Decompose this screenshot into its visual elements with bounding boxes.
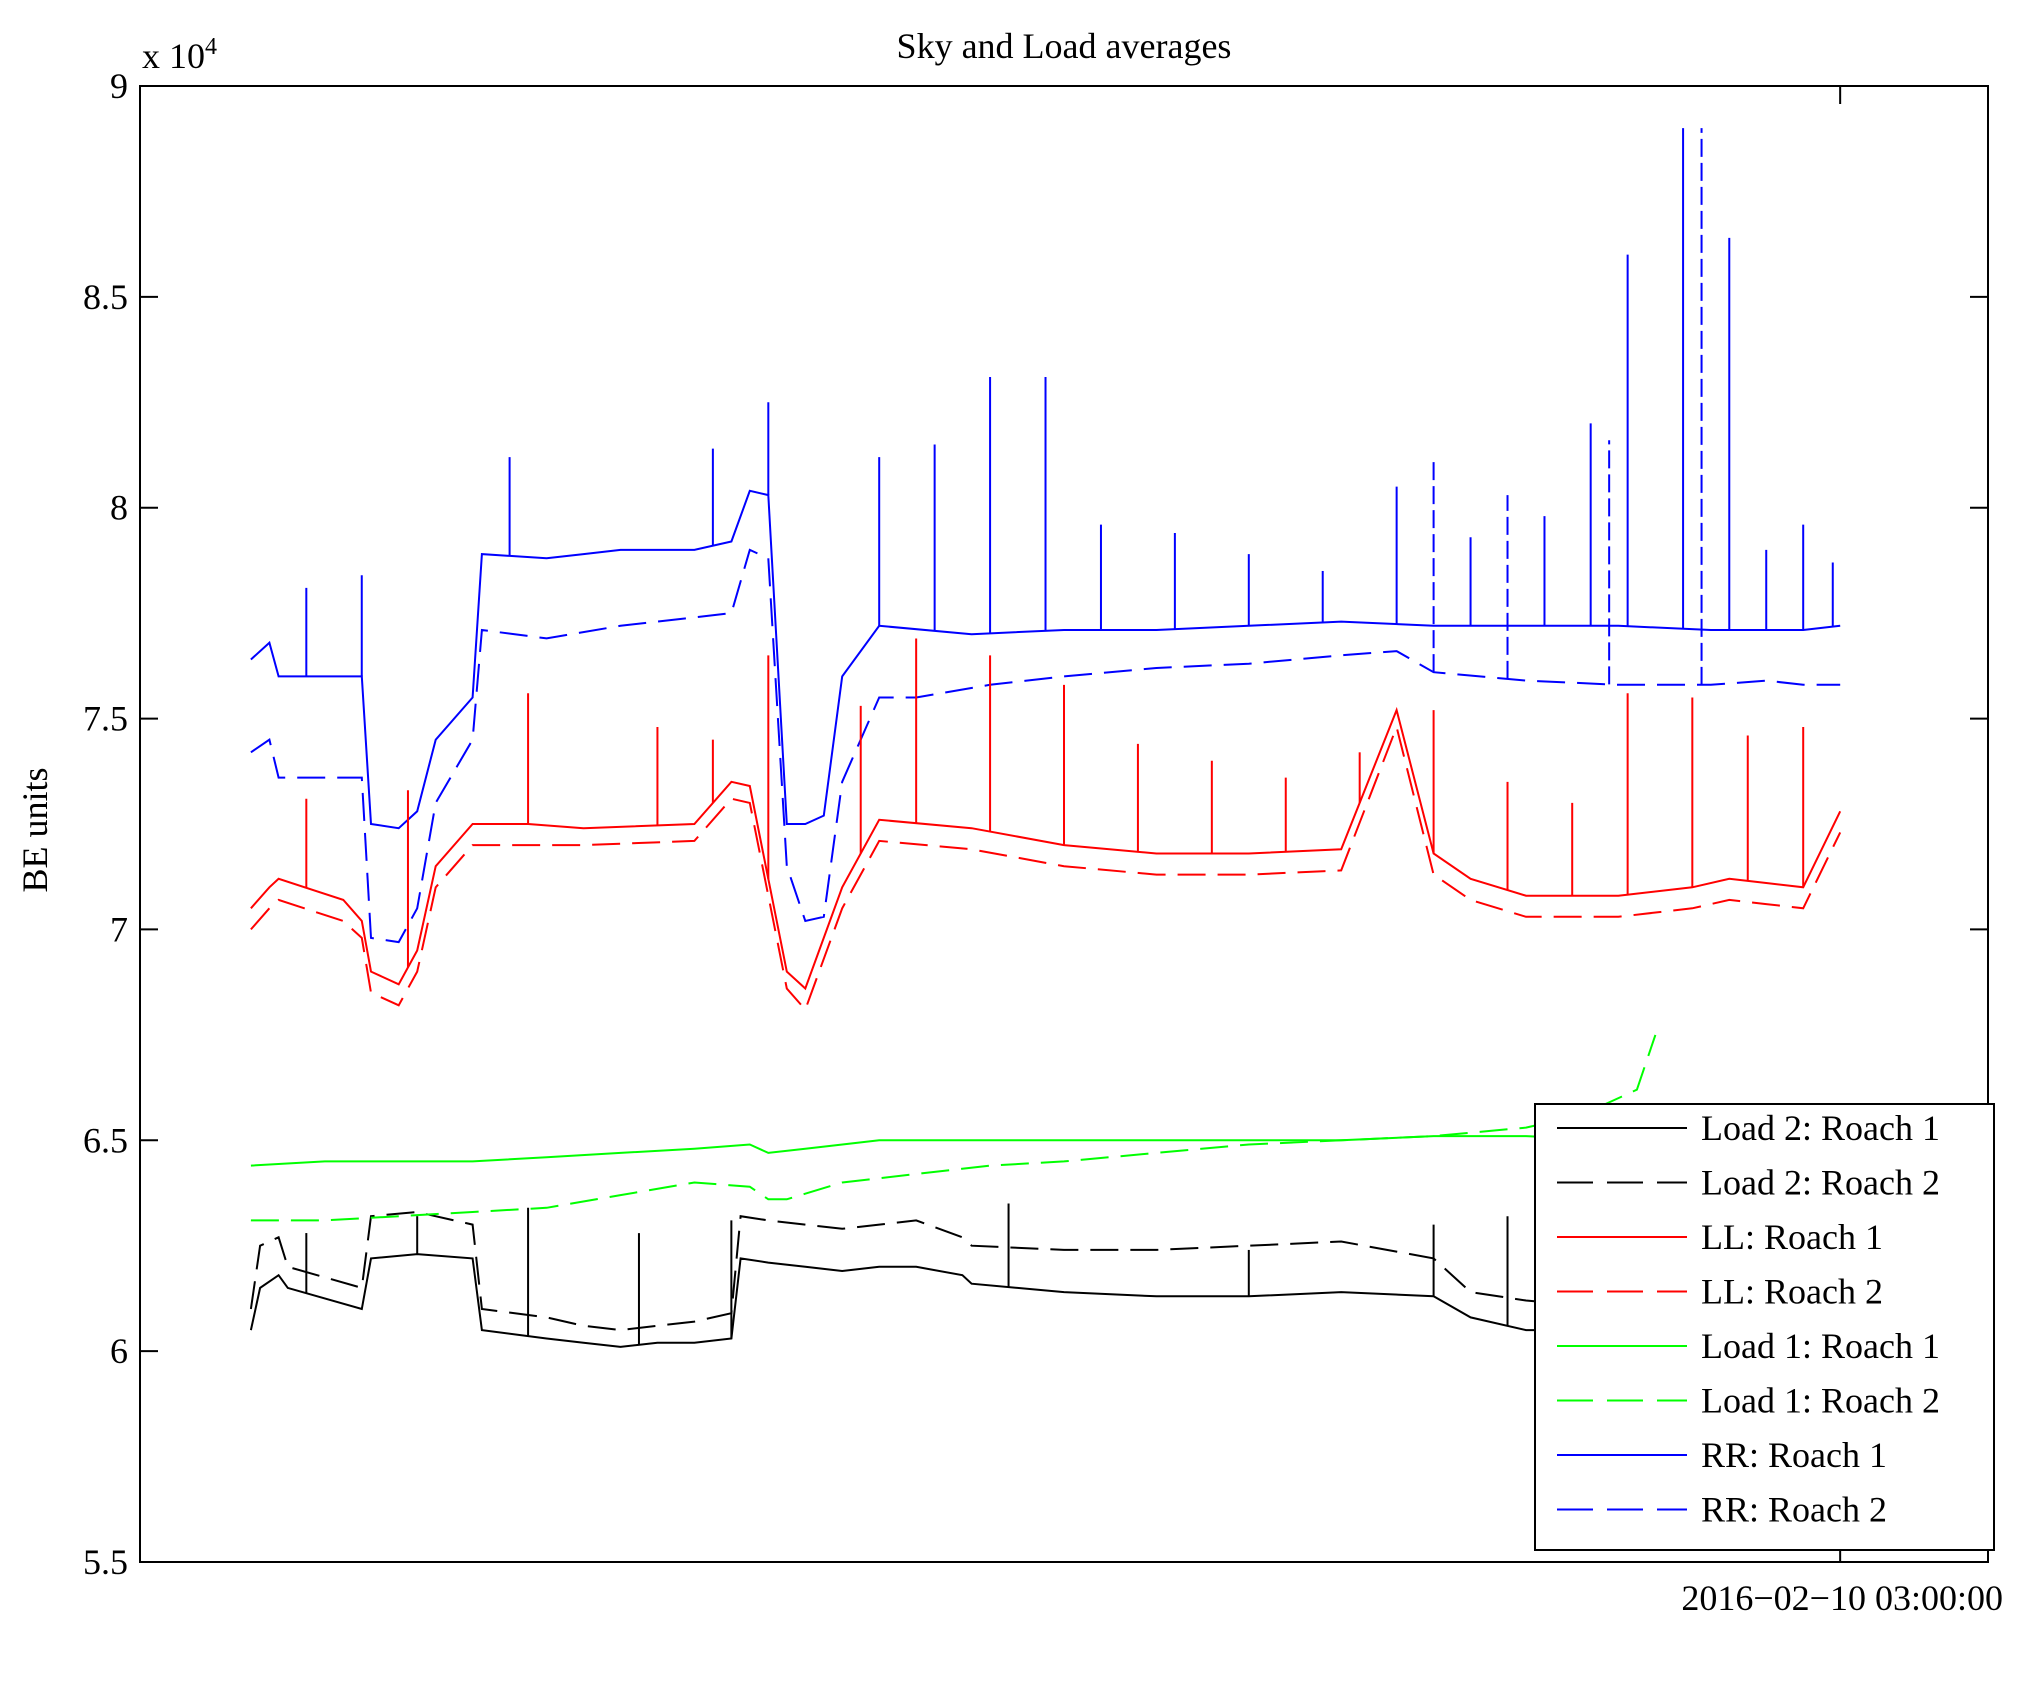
series-line-3 (250, 723, 1842, 1012)
legend-label-7: RR: Roach 2 (1701, 1490, 1887, 1530)
y-tick-label-4: 7.5 (83, 699, 128, 739)
legend-label-4: Load 1: Roach 1 (1701, 1326, 1940, 1366)
legend-label-3: LL: Roach 2 (1701, 1272, 1883, 1312)
y-tick-label-7: 9 (110, 66, 128, 106)
y-tick-label-0: 5.5 (83, 1542, 128, 1582)
y-tick-label-3: 7 (110, 909, 128, 949)
legend-label-1: Load 2: Roach 2 (1701, 1163, 1940, 1203)
y-tick-label-6: 8.5 (83, 277, 128, 317)
plot-area (139, 85, 1989, 1563)
legend-label-6: RR: Roach 1 (1701, 1435, 1887, 1475)
ticks-layer: 5.5 6 6.5 7 7.5 8 8.5 9 2016−02−10 03:00:00 (83, 66, 2003, 1618)
y-axis-label: BE units (15, 767, 55, 892)
y-tick-label-1: 6 (110, 1331, 128, 1371)
chart-title: Sky and Load averages (897, 26, 1232, 66)
series-line-7 (250, 548, 1841, 944)
series-line-6 (250, 489, 1841, 830)
legend-label-5: Load 1: Roach 2 (1701, 1381, 1940, 1421)
y-multiplier-exponent: 4 (205, 34, 217, 60)
legend: Load 2: Roach 1 Load 2: Roach 2 LL: Roach … (1534, 1103, 1995, 1551)
y-multiplier-base: x 10 (142, 36, 205, 76)
x-tick-label-0: 2016−02−10 03:00:00 (1681, 1578, 2003, 1618)
legend-label-0: Load 2: Roach 1 (1701, 1108, 1940, 1148)
y-multiplier: x 104 (142, 34, 217, 76)
legend-label-2: LL: Roach 1 (1701, 1217, 1883, 1257)
y-tick-label-5: 8 (110, 488, 128, 528)
legend-box (1534, 1103, 1995, 1551)
series-line-2 (250, 706, 1842, 991)
y-tick-label-2: 6.5 (83, 1120, 128, 1160)
